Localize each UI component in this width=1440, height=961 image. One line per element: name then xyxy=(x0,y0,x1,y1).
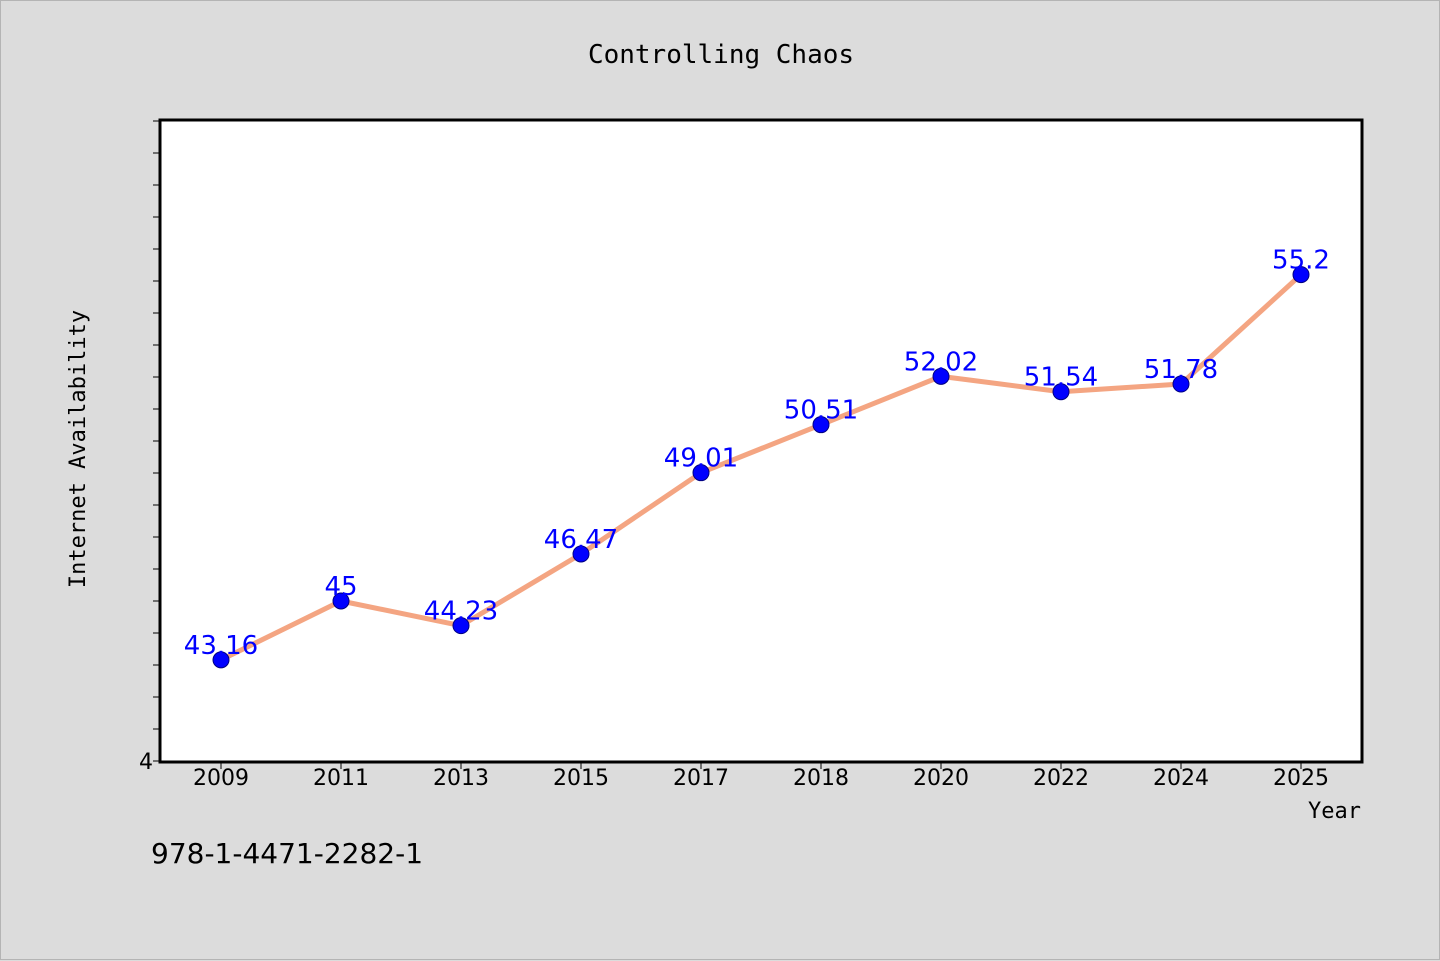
data-point xyxy=(1292,266,1310,284)
data-label: 49.01 xyxy=(664,444,738,474)
data-label: 55.2 xyxy=(1272,246,1330,276)
x-tick-label: 2015 xyxy=(553,766,609,791)
data-point xyxy=(812,416,830,434)
x-axis-label: Year xyxy=(1308,799,1361,824)
series-line xyxy=(218,272,1304,663)
data-label: 45 xyxy=(324,572,357,602)
data-label: 44.23 xyxy=(424,597,498,627)
plot-area xyxy=(158,118,1364,764)
x-axis-ticks xyxy=(220,761,1302,769)
x-tick-label: 2017 xyxy=(673,766,729,791)
data-point xyxy=(692,464,710,482)
data-label: 52.02 xyxy=(904,347,978,377)
x-tick-label: 2013 xyxy=(433,766,489,791)
data-point xyxy=(1052,383,1070,401)
data-point xyxy=(332,592,350,610)
data-point xyxy=(212,651,230,669)
x-tick-label: 2022 xyxy=(1033,766,1089,791)
series-1 xyxy=(218,272,1304,663)
isbn-text: 978-1-4471-2282-1 xyxy=(151,837,423,870)
data-label: 51.78 xyxy=(1144,355,1218,385)
x-tick-label: 2020 xyxy=(913,766,969,791)
y-tick-label: 4 xyxy=(139,750,153,775)
data-label: 50.51 xyxy=(784,396,858,426)
data-point xyxy=(1172,375,1190,393)
data-point xyxy=(932,367,950,385)
data-label: 46.47 xyxy=(544,525,618,555)
y-axis-ticks xyxy=(153,120,161,762)
x-tick-label: 2025 xyxy=(1273,766,1329,791)
data-label: 43.16 xyxy=(184,631,258,661)
x-tick-label: 2009 xyxy=(193,766,249,791)
x-tick-label: 2011 xyxy=(313,766,369,791)
y-axis-label: Internet Availability xyxy=(66,310,91,588)
data-label: 51.54 xyxy=(1024,363,1098,393)
x-tick-label: 2018 xyxy=(793,766,849,791)
x-axis-tick-labels: 2009 2011 2013 2015 2017 2018 2020 2022 2024 2025 xyxy=(193,766,1329,791)
data-point xyxy=(452,617,470,635)
x-tick-label: 2024 xyxy=(1153,766,1209,791)
data-labels: 43.16 45 44.23 46.47 49.01 50.51 52.02 51.54 51.… xyxy=(184,246,1330,661)
chart-title: Controlling Chaos xyxy=(588,40,854,70)
data-point xyxy=(572,545,590,563)
data-markers xyxy=(212,266,1310,669)
